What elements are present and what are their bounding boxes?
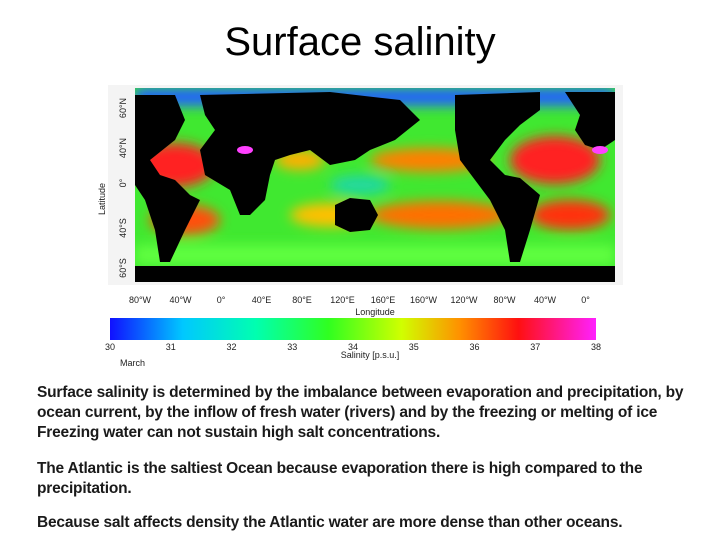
month-label: March	[120, 358, 145, 368]
colorbar-tick-label: 37	[530, 342, 540, 352]
y-tick-label: 0°	[118, 178, 128, 187]
y-tick-label: 60°S	[118, 258, 128, 278]
x-tick-label: 40°E	[252, 295, 272, 305]
colorbar-tick-label: 38	[591, 342, 601, 352]
x-tick-label: 80°W	[493, 295, 516, 305]
colorbar-tick-label: 32	[226, 342, 236, 352]
x-tick-label: 120°W	[450, 295, 478, 305]
x-tick-label: 40°W	[169, 295, 192, 305]
y-axis-label: Latitude	[97, 183, 107, 215]
x-tick-label: 40°W	[534, 295, 557, 305]
colorbar-tick-label: 34	[348, 342, 358, 352]
paragraph: Because salt affects density the Atlanti…	[37, 514, 623, 531]
x-tick-label: 160°W	[410, 295, 438, 305]
x-tick-label: 120°E	[330, 295, 355, 305]
y-tick-label: 40°N	[118, 138, 128, 158]
colorbar-label: Salinity [p.s.u.]	[341, 350, 400, 360]
x-tick-label: 80°E	[292, 295, 312, 305]
colorbar-tick-label: 35	[409, 342, 419, 352]
y-tick-label: 40°S	[118, 218, 128, 238]
colorbar-tick-label: 36	[469, 342, 479, 352]
x-tick-label: 0°	[217, 295, 226, 305]
x-tick-label: 0°	[581, 295, 590, 305]
colorbar-tick-label: 31	[166, 342, 176, 352]
map-plot	[135, 88, 615, 282]
paragraph: The Atlantic is the saltiest Ocean becau…	[37, 460, 643, 497]
colorbar	[110, 318, 596, 340]
y-tick-label: 60°N	[118, 98, 128, 118]
x-axis-label: Longitude	[355, 307, 395, 317]
paragraph: Surface salinity is determined by the im…	[37, 384, 684, 441]
colorbar-tick-label: 30	[105, 342, 115, 352]
salinity-map: Latitude 60°N 40°N 0° 40°S 60°S 80°W 40°W 0° 40°…	[97, 85, 623, 368]
x-tick-label: 80°W	[129, 295, 152, 305]
colorbar-tick-label: 33	[287, 342, 297, 352]
title: Surface salinity	[224, 20, 496, 64]
x-tick-label: 160°E	[371, 295, 396, 305]
